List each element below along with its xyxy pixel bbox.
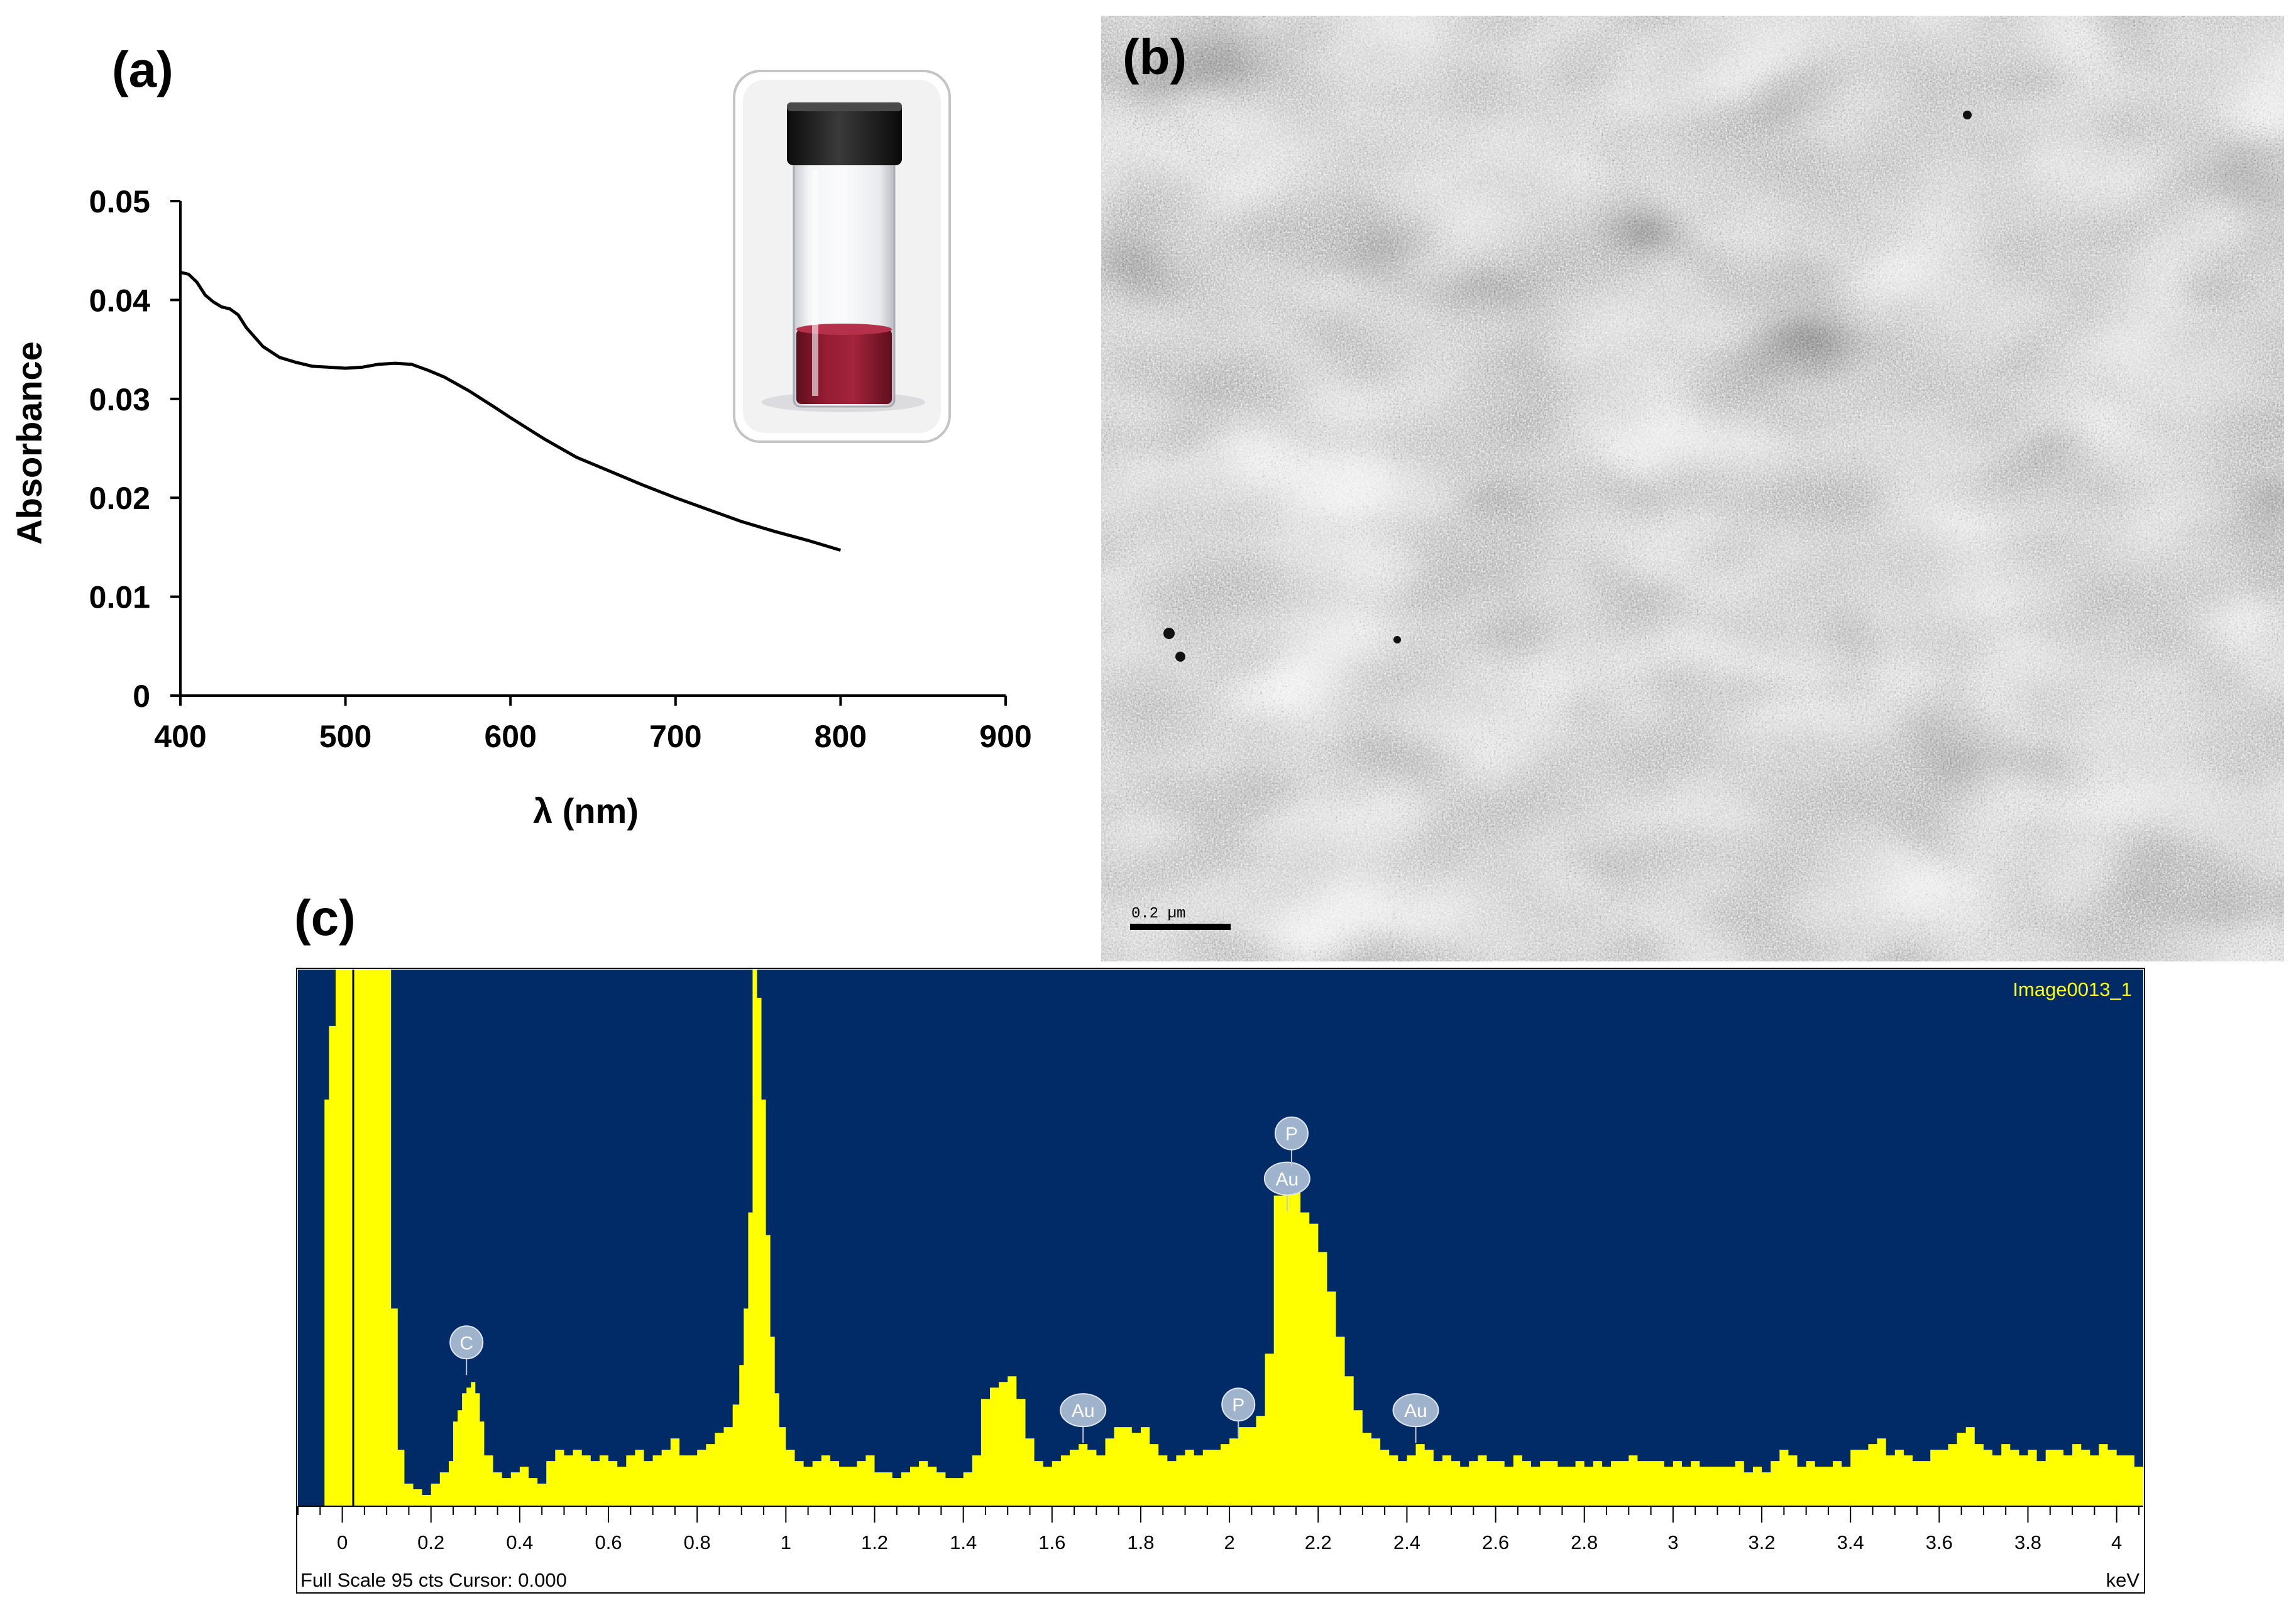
energy-tick-label: 3.2 (1748, 1531, 1775, 1553)
energy-tick-label: 3.4 (1837, 1531, 1864, 1553)
peak-element-label: Au (1404, 1401, 1427, 1421)
panel-b-label: (b) (1123, 29, 1187, 85)
x-tick-label: 600 (484, 719, 536, 754)
absorbance-line (180, 270, 842, 552)
y-tick-label: 0 (133, 679, 150, 714)
tem-particle (1393, 636, 1401, 643)
vial-inset-photo (733, 70, 951, 443)
y-tick-label: 0.05 (89, 184, 150, 219)
y-tick-label: 0.03 (89, 382, 150, 417)
energy-tick-label: 0.8 (684, 1531, 711, 1553)
panel-c: (c) C Au P Au P Au Image0013_1 0 0.2 0.4 0.6 0.8 1… (294, 890, 2145, 1594)
panel-a-label: (a) (112, 41, 173, 97)
energy-tick-label: 4 (2111, 1531, 2122, 1553)
eds-plot-area (298, 970, 2143, 1506)
x-tick-label: 700 (649, 719, 701, 754)
peak-label-p: P (1221, 1387, 1256, 1438)
scale-bar (1130, 924, 1231, 930)
energy-tick-label: 1.8 (1127, 1531, 1154, 1553)
peak-label-c: C (449, 1325, 484, 1376)
energy-tick-label: 1.2 (861, 1531, 888, 1553)
energy-tick-label: 1.6 (1038, 1531, 1065, 1553)
energy-tick-label: 2.6 (1482, 1531, 1509, 1553)
energy-tick-label: 3.6 (1926, 1531, 1953, 1553)
peak-badge (1221, 1387, 1256, 1422)
tem-particle (1163, 628, 1175, 639)
y-tick-label: 0.01 (89, 580, 150, 615)
tem-particle (1175, 652, 1185, 662)
peak-label-au: Au (1392, 1393, 1439, 1443)
kev-unit-label: keV (2106, 1569, 2140, 1591)
x-tick-label: 400 (154, 719, 206, 754)
energy-tick-label: 2.8 (1571, 1531, 1598, 1553)
scale-bar-label: 0.2 µm (1131, 905, 1185, 922)
peak-element-label: Au (1072, 1401, 1095, 1421)
energy-tick-label: 1.4 (950, 1531, 977, 1553)
peak-element-label: P (1285, 1124, 1298, 1145)
peak-label-au: Au (1263, 1161, 1310, 1212)
absorbance-series-line (180, 270, 842, 552)
energy-tick-label: 2 (1224, 1531, 1234, 1553)
x-tick-label: 800 (815, 719, 867, 754)
tem-particle (1963, 111, 1972, 119)
y-axis-title: Absorbance (9, 341, 49, 545)
peak-element-label: P (1232, 1395, 1244, 1416)
peak-badge (1274, 1116, 1309, 1151)
cap-top (787, 102, 902, 111)
energy-tick-label: 3.8 (2014, 1531, 2041, 1553)
vial-solution (796, 329, 892, 404)
absorbance-axes: 400 500 600 700 800 900 0 0.01 0.02 0.03 0.04 0.05 (89, 184, 1032, 754)
energy-axis: 0 0.2 0.4 0.6 0.8 1 1.2 1.4 1.6 1.8 2 2.2 2.4 2.6 2.8 3… (297, 1506, 2143, 1553)
peak-label-p: P (1274, 1116, 1309, 1166)
peak-label-au: Au (1060, 1393, 1107, 1443)
peak-badge (1263, 1161, 1310, 1196)
x-tick-label: 900 (979, 719, 1031, 754)
panel-a: (a) 400 500 600 700 800 900 0 0.01 0.02 0.03 0.04 0… (9, 41, 1032, 831)
peak-element-label: Au (1276, 1169, 1299, 1190)
energy-tick-label: 2.2 (1305, 1531, 1332, 1553)
peak-badge (1060, 1393, 1107, 1428)
tem-micrograph (1101, 16, 2284, 961)
peak-element-label: C (459, 1333, 473, 1354)
eds-spectrum (298, 970, 2143, 1506)
panel-c-label: (c) (294, 890, 356, 946)
y-tick-label: 0.04 (89, 283, 151, 318)
full-scale-readout: Full Scale 95 cts Cursor: 0.000 (300, 1569, 567, 1591)
spectrum-fill (298, 970, 2143, 1506)
energy-tick-label: 0.6 (595, 1531, 622, 1553)
x-axis-title: λ (nm) (533, 791, 639, 831)
glass-highlight (812, 170, 818, 396)
energy-tick-label: 1 (781, 1531, 791, 1553)
x-tick-label: 500 (319, 719, 371, 754)
peak-badge (449, 1325, 484, 1360)
peak-badge (1392, 1393, 1439, 1428)
energy-tick-label: 3 (1667, 1531, 1678, 1553)
energy-tick-label: 0.2 (417, 1531, 444, 1553)
energy-tick-label: 0.4 (506, 1531, 533, 1553)
peak-labels: C Au P Au P Au (449, 1116, 1439, 1443)
panel-b: 0.2 µm (b) (1101, 16, 2284, 961)
solution-meniscus (796, 324, 892, 335)
spectrum-title: Image0013_1 (2013, 978, 2132, 1000)
energy-tick-label: 0 (337, 1531, 348, 1553)
y-tick-label: 0.02 (89, 481, 150, 516)
energy-tick-label: 2.4 (1393, 1531, 1420, 1553)
vial-cap (787, 102, 902, 165)
